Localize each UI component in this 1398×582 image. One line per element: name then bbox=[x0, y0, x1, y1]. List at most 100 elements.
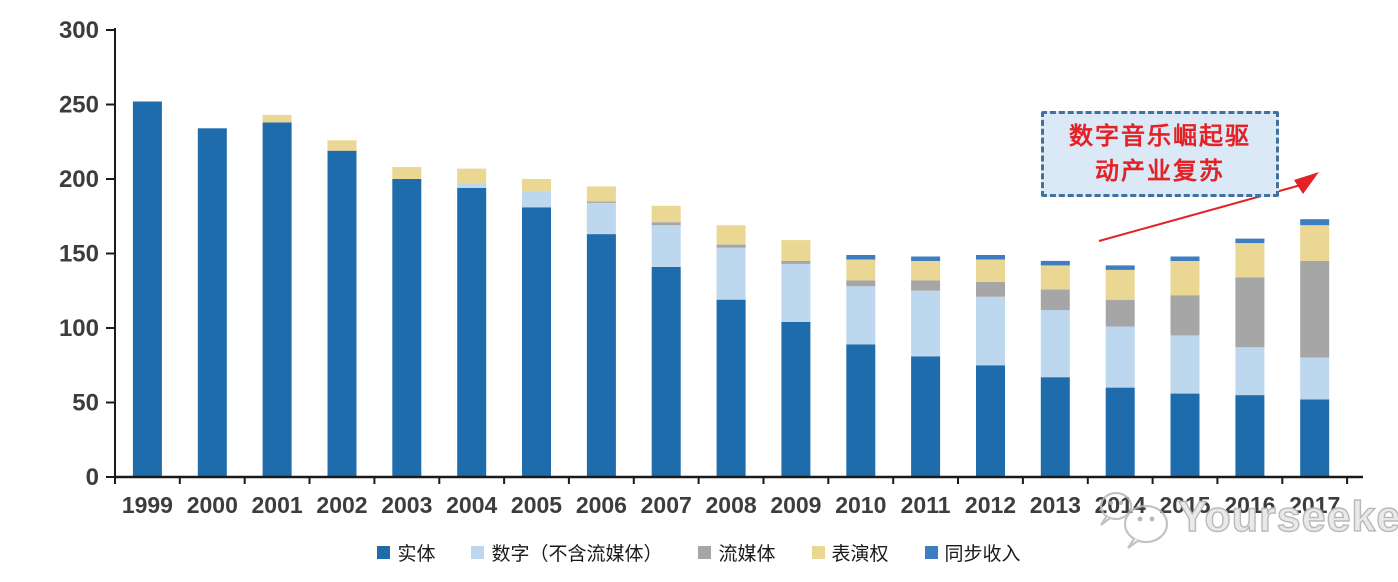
bar-segment-2014 bbox=[1105, 326, 1135, 388]
bar-segment-2016 bbox=[1235, 395, 1265, 478]
legend-swatch bbox=[698, 546, 712, 559]
bar-segment-2008 bbox=[716, 225, 746, 245]
legend-item: 数字（不含流媒体） bbox=[471, 539, 662, 566]
x-axis-tick-label: 2016 bbox=[1224, 492, 1275, 518]
bar-segment-2003 bbox=[392, 179, 422, 477]
bar-segment-1999 bbox=[132, 101, 162, 477]
bar-segment-2014 bbox=[1105, 269, 1135, 300]
x-axis-tick-label: 2006 bbox=[576, 492, 627, 518]
y-axis-tick-label: 200 bbox=[59, 166, 99, 193]
bar-segment-2002 bbox=[327, 150, 357, 477]
bar-segment-2006 bbox=[586, 186, 616, 202]
x-axis-tick-label: 2004 bbox=[446, 492, 497, 518]
annotation-callout: 数字音乐崛起驱 动产业复苏 bbox=[1041, 111, 1279, 197]
x-axis-tick-label: 2005 bbox=[511, 492, 562, 518]
bar-segment-2006 bbox=[586, 234, 616, 477]
x-axis-tick-label: 1999 bbox=[122, 492, 173, 518]
legend-item: 表演权 bbox=[811, 539, 889, 566]
bar-segment-2010 bbox=[846, 255, 876, 260]
bar-segment-2012 bbox=[976, 255, 1005, 260]
legend-item: 实体 bbox=[377, 539, 435, 566]
bar-segment-2005 bbox=[522, 190, 551, 208]
x-axis-tick-label: 2015 bbox=[1159, 492, 1210, 518]
legend-swatch bbox=[377, 546, 391, 559]
bar-segment-2012 bbox=[976, 296, 1005, 366]
legend-item: 流媒体 bbox=[698, 539, 776, 566]
x-axis-tick-label: 2009 bbox=[770, 492, 821, 518]
y-axis-tick-label: 50 bbox=[72, 390, 99, 417]
bar-segment-2013 bbox=[1040, 260, 1070, 266]
y-axis-tick-label: 300 bbox=[59, 17, 99, 44]
bar-segment-2015 bbox=[1170, 335, 1200, 394]
bar-segment-2007 bbox=[651, 205, 681, 223]
bar-segment-2007 bbox=[651, 222, 681, 226]
bar-segment-2010 bbox=[846, 344, 876, 477]
bar-segment-2008 bbox=[716, 299, 746, 477]
bar-segment-2012 bbox=[976, 365, 1005, 478]
bar-segment-2013 bbox=[1040, 377, 1070, 477]
bar-segment-2015 bbox=[1170, 393, 1200, 477]
bar-segment-2014 bbox=[1105, 387, 1135, 477]
legend-label: 数字（不含流媒体） bbox=[491, 543, 663, 565]
legend-swatch bbox=[811, 546, 825, 559]
bar-segment-2011 bbox=[911, 256, 941, 261]
y-axis-tick-label: 150 bbox=[59, 241, 99, 268]
legend-swatch bbox=[471, 546, 485, 559]
x-axis-tick-label: 2000 bbox=[187, 492, 238, 518]
x-axis-tick-label: 2017 bbox=[1289, 492, 1340, 518]
bar-segment-2006 bbox=[586, 201, 616, 203]
bar-segment-2011 bbox=[911, 356, 941, 477]
bar-segment-2001 bbox=[262, 122, 292, 478]
bar-segment-2004 bbox=[457, 168, 487, 184]
bar-segment-2015 bbox=[1170, 295, 1200, 336]
bar-segment-2000 bbox=[197, 128, 227, 478]
bar-segment-2005 bbox=[522, 179, 551, 191]
x-axis-tick-label: 2001 bbox=[252, 492, 303, 518]
bar-segment-2013 bbox=[1040, 265, 1070, 290]
y-axis-tick-label: 250 bbox=[59, 92, 99, 119]
bar-segment-2011 bbox=[911, 290, 941, 357]
bar-segment-2013 bbox=[1040, 289, 1070, 311]
x-axis-tick-label: 2003 bbox=[381, 492, 432, 518]
legend: 实体 数字（不含流媒体） 流媒体 表演权 同步收入 bbox=[0, 539, 1398, 566]
bar-segment-2017 bbox=[1300, 399, 1330, 477]
bar-segment-2011 bbox=[911, 280, 941, 291]
bar-segment-2009 bbox=[781, 260, 811, 264]
annotation-line2: 动产业复苏 bbox=[1095, 157, 1225, 185]
bar-segment-2007 bbox=[651, 266, 681, 477]
bar-segment-2010 bbox=[846, 280, 876, 287]
bar-segment-2006 bbox=[586, 202, 616, 235]
bar-segment-2009 bbox=[781, 263, 811, 322]
bar-segment-2011 bbox=[911, 260, 941, 281]
bar-segment-2014 bbox=[1105, 265, 1135, 270]
bar-segment-2012 bbox=[976, 281, 1005, 297]
bar-segment-2016 bbox=[1235, 238, 1265, 244]
bar-segment-2005 bbox=[522, 207, 551, 478]
bar-segment-2008 bbox=[716, 244, 746, 248]
annotation-arrow-head bbox=[1294, 172, 1319, 194]
bar-segment-2017 bbox=[1300, 219, 1330, 226]
legend-label: 同步收入 bbox=[944, 543, 1021, 565]
x-axis-tick-label: 2007 bbox=[641, 492, 692, 518]
bar-segment-2010 bbox=[846, 286, 876, 345]
y-axis-tick-label: 0 bbox=[86, 464, 99, 491]
bar-segment-2013 bbox=[1040, 310, 1070, 378]
bar-segment-2004 bbox=[457, 183, 487, 188]
bar-segment-2008 bbox=[716, 247, 746, 300]
bar-segment-2001 bbox=[262, 114, 292, 123]
x-axis-tick-label: 2002 bbox=[316, 492, 367, 518]
bar-segment-2012 bbox=[976, 259, 1005, 282]
x-axis-tick-label: 2012 bbox=[965, 492, 1016, 518]
bar-segment-2017 bbox=[1300, 357, 1330, 400]
legend-label: 表演权 bbox=[831, 543, 889, 565]
x-axis-tick-label: 2008 bbox=[706, 492, 757, 518]
x-axis-tick-label: 2014 bbox=[1095, 492, 1146, 518]
bar-segment-2009 bbox=[781, 240, 811, 261]
bar-segment-2015 bbox=[1170, 256, 1200, 261]
bar-segment-2017 bbox=[1300, 225, 1330, 261]
legend-label: 流媒体 bbox=[718, 543, 776, 565]
y-axis-tick-label: 100 bbox=[59, 315, 99, 342]
legend-swatch bbox=[924, 546, 938, 559]
